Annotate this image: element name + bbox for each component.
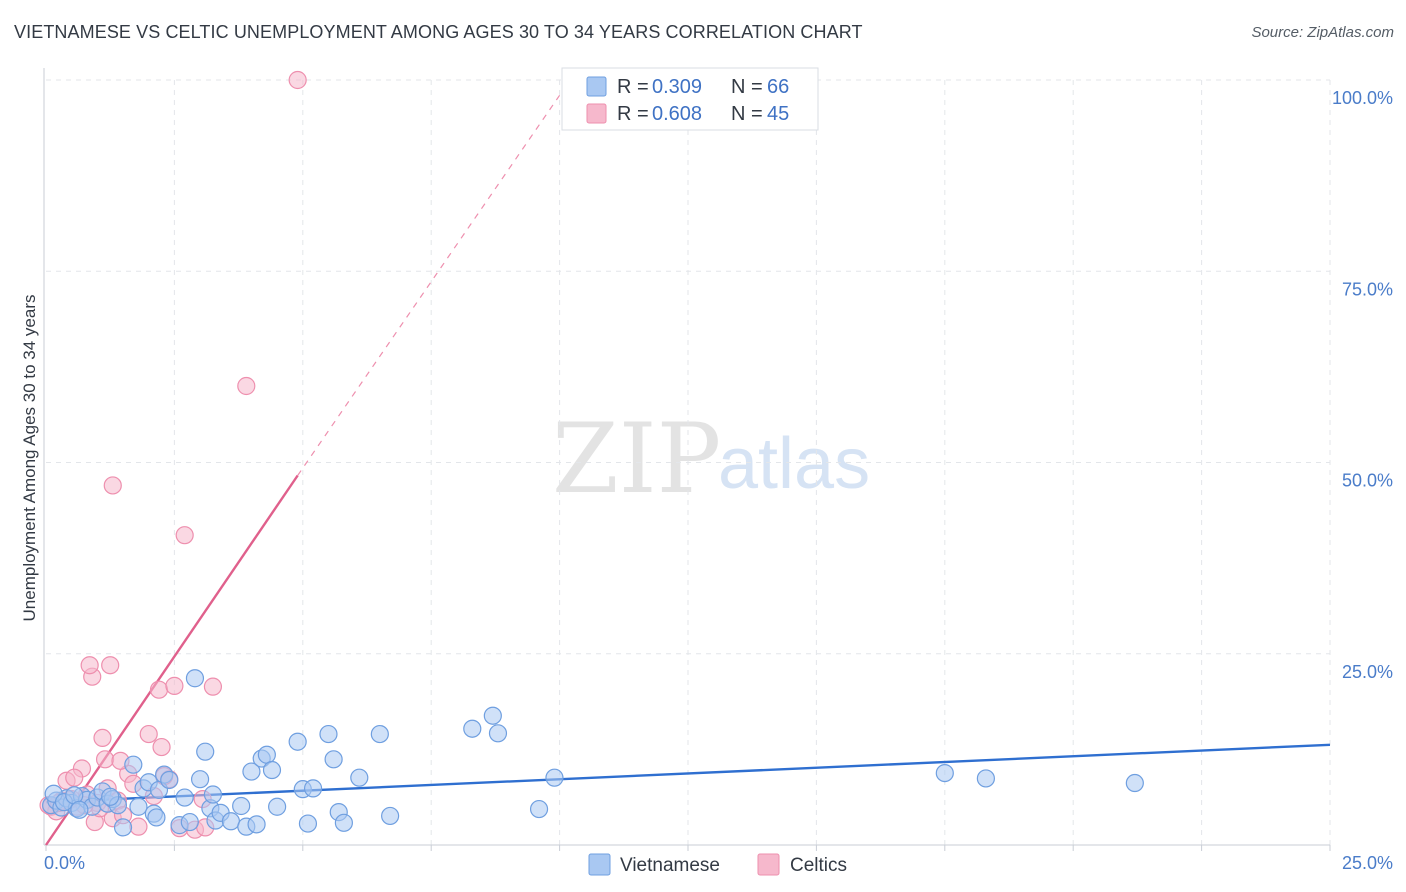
trend-line-celtics [45, 474, 299, 846]
legend-swatch-celtics [586, 103, 607, 124]
point-vietnamese [242, 762, 261, 781]
point-celtics [288, 70, 307, 90]
point-vietnamese [221, 812, 240, 831]
point-celtics [139, 724, 158, 744]
series-swatch-vietnamese [588, 853, 611, 876]
point-vietnamese [298, 814, 318, 833]
point-vietnamese [483, 706, 502, 725]
point-celtics [165, 676, 184, 695]
point-vietnamese [180, 812, 199, 832]
point-vietnamese [203, 785, 223, 804]
point-vietnamese [324, 750, 343, 769]
axes [43, 68, 1331, 851]
legend-n-label: N = [731, 76, 763, 98]
point-vietnamese [190, 770, 210, 789]
point-vietnamese [545, 768, 564, 787]
trend-lines [45, 94, 1331, 846]
point-vietnamese [976, 769, 995, 788]
point-vietnamese [124, 755, 143, 774]
trend-line-celtics-extension [297, 94, 561, 476]
source-label: Source: ZipAtlas.com [1251, 24, 1394, 41]
point-celtics [93, 728, 112, 748]
trend-line-vietnamese [45, 743, 1331, 804]
point-vietnamese [1125, 773, 1144, 793]
point-vietnamese [113, 818, 133, 837]
legend-n-label: N = [731, 103, 763, 125]
point-celtics [203, 677, 223, 696]
point-vietnamese [529, 799, 549, 819]
point-vietnamese [262, 760, 282, 780]
point-vietnamese [935, 763, 954, 783]
point-vietnamese [268, 797, 287, 816]
legend-r-value: 0.309 [652, 76, 702, 98]
point-vietnamese [160, 770, 179, 790]
point-vietnamese [196, 742, 215, 761]
chart-title: VIETNAMESE VS CELTIC UNEMPLOYMENT AMONG … [14, 22, 863, 42]
point-vietnamese [232, 796, 251, 816]
stats-legend: R = 0.309 N = 66 R = 0.608 N = 45 [561, 67, 819, 131]
point-vietnamese [463, 719, 482, 738]
point-celtics [95, 750, 115, 769]
x-tick-label: 0.0% [44, 853, 85, 873]
point-vietnamese [288, 732, 307, 751]
y-tick-label: 100.0% [1332, 88, 1393, 108]
point-vietnamese [147, 808, 166, 827]
series-label-vietnamese: Vietnamese [620, 855, 720, 876]
legend-n-value: 45 [767, 103, 789, 125]
point-vietnamese [303, 779, 323, 798]
scatter-points [39, 70, 1144, 839]
point-vietnamese [175, 788, 194, 807]
series-label-celtics: Celtics [790, 855, 847, 876]
point-vietnamese [185, 669, 205, 688]
point-celtics [237, 376, 256, 396]
y-tick-label: 25.0% [1342, 662, 1393, 682]
y-tick-label: 75.0% [1342, 279, 1393, 299]
legend-n-value: 66 [767, 76, 789, 98]
y-tick-label: 50.0% [1342, 471, 1393, 491]
point-vietnamese [129, 797, 148, 816]
watermark-atlas: atlas [718, 424, 870, 504]
legend-swatch-vietnamese [586, 76, 607, 97]
point-celtics [149, 680, 169, 699]
series-swatch-celtics [757, 853, 780, 876]
point-celtics [101, 656, 120, 675]
point-vietnamese [370, 724, 389, 744]
point-vietnamese [319, 724, 338, 744]
legend-r-label: R = [617, 103, 649, 125]
point-vietnamese [247, 815, 266, 834]
point-vietnamese [101, 787, 120, 806]
point-vietnamese [334, 813, 353, 832]
watermark-zip: ZIP [552, 403, 721, 515]
grid-lines [46, 79, 1331, 845]
point-vietnamese [350, 768, 369, 787]
x-tick-label: 25.0% [1342, 853, 1393, 873]
series-legend: Vietnamese Celtics [588, 853, 847, 876]
legend-r-value: 0.608 [652, 103, 702, 125]
tick-labels: 25.0% 50.0% 75.0% 100.0% 0.0% 25.0% [44, 88, 1393, 873]
point-celtics [152, 737, 171, 757]
point-vietnamese [70, 800, 89, 819]
legend-r-label: R = [617, 76, 649, 98]
point-celtics [129, 817, 148, 836]
point-vietnamese [381, 806, 400, 826]
point-celtics [103, 476, 122, 495]
point-vietnamese [257, 745, 276, 764]
point-celtics [80, 656, 99, 675]
y-axis-label: Unemployment Among Ages 30 to 34 years [20, 295, 39, 622]
point-vietnamese [488, 724, 508, 743]
point-celtics [65, 768, 84, 787]
point-celtics [175, 526, 194, 545]
